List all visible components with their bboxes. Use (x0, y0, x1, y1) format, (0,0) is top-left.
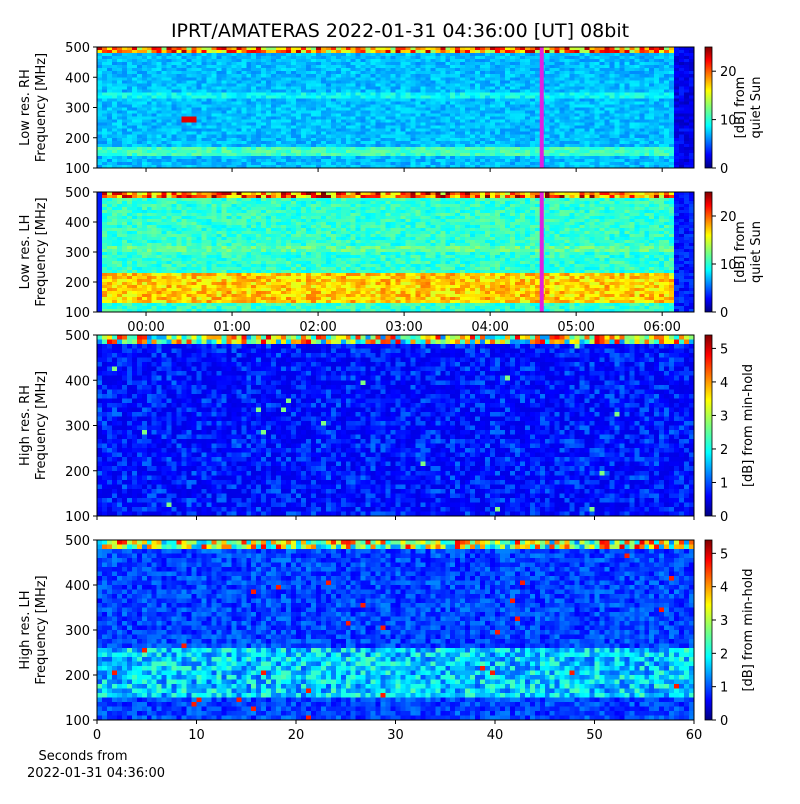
y-tick-label: 400 (65, 71, 90, 86)
y-axis-label: Frequency [MHz] (34, 53, 49, 162)
colorbar-tick-label: 0 (720, 162, 728, 177)
y-tick-label: 100 (65, 162, 90, 177)
y-tick-label: 500 (65, 41, 90, 56)
y-axis-label: Low res. RH (18, 69, 33, 146)
figure-title: IPRT/AMATERAS 2022-01-31 04:36:00 [UT] 0… (171, 20, 629, 42)
y-tick-label: 300 (65, 102, 90, 117)
colorbar (705, 47, 712, 168)
time-marker (540, 47, 544, 168)
colorbar-label: [dB] from (733, 77, 748, 139)
colorbar-label: quiet Sun (749, 76, 764, 138)
y-tick-label: 200 (65, 132, 90, 147)
spectrogram (97, 47, 695, 169)
spectrogram (97, 192, 695, 313)
